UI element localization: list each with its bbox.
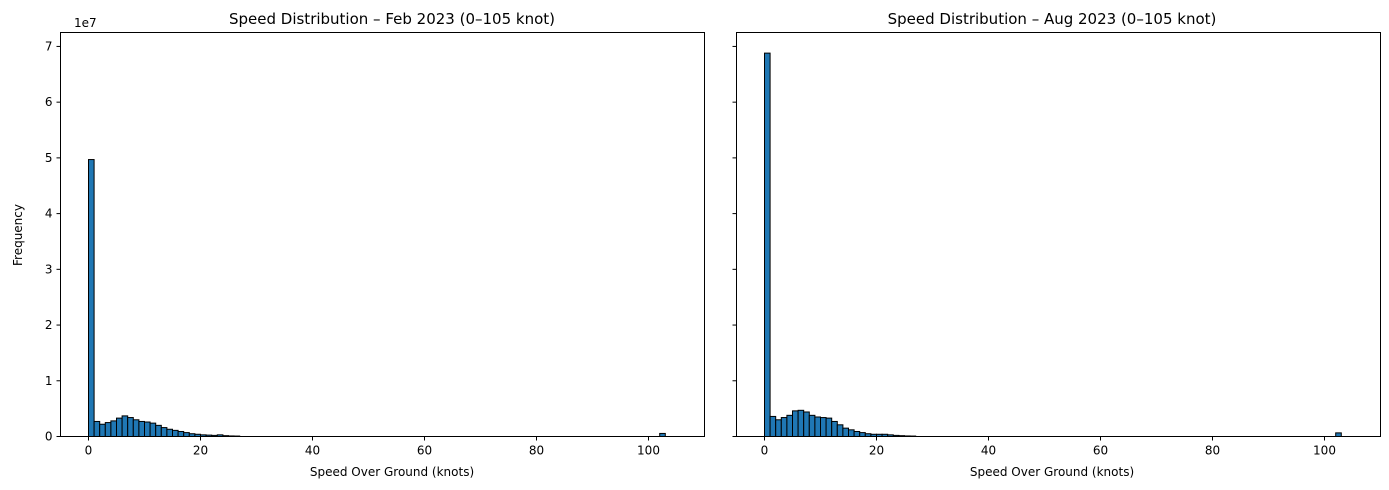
histogram-bar	[831, 420, 838, 437]
x-tick-label: 20	[869, 444, 884, 458]
y-tick-label: 7	[45, 39, 53, 53]
histogram-bar	[110, 420, 118, 438]
y-tick-label: 3	[45, 262, 53, 276]
histogram-bar	[764, 52, 771, 438]
histogram-bar	[166, 428, 173, 437]
histogram-bar	[127, 417, 134, 438]
y-tick-label: 1	[45, 374, 53, 388]
histogram-bar	[814, 416, 822, 437]
plot-frame	[736, 32, 1381, 437]
plot-frame	[60, 32, 705, 437]
histogram-bar	[104, 422, 112, 438]
histogram-bar	[138, 420, 145, 437]
x-axis-label: Speed Over Ground (knots)	[970, 465, 1134, 479]
histogram-bar	[803, 411, 810, 438]
histogram-bar	[155, 424, 162, 437]
histogram-bar	[780, 417, 788, 438]
y-tick-label: 4	[45, 207, 53, 221]
histogram-bar	[848, 429, 855, 438]
bar-series	[88, 159, 666, 438]
histogram-bar	[786, 414, 794, 438]
histogram-bar	[121, 415, 129, 438]
histogram-bar	[769, 415, 777, 437]
chart-title: Speed Distribution – Feb 2023 (0–105 kno…	[229, 10, 555, 28]
histogram-bar	[820, 417, 827, 438]
x-tick-label: 40	[305, 444, 320, 458]
histogram-bar	[132, 419, 140, 437]
histogram-bar	[149, 422, 157, 438]
histogram-bar	[792, 410, 799, 437]
x-tick-label: 0	[85, 444, 93, 458]
histogram-bar	[183, 432, 190, 437]
x-tick-label: 80	[1205, 444, 1220, 458]
histogram-bar	[797, 409, 805, 438]
bar-series	[764, 52, 1342, 438]
chart-title: Speed Distribution – Aug 2023 (0–105 kno…	[888, 10, 1217, 28]
y-tick-label: 0	[45, 430, 53, 444]
x-ticks: 0 20 40 60 80 100	[85, 436, 660, 458]
y-ticks: 0 1 2 3 4 5 6 7	[45, 39, 61, 444]
histogram-bar	[836, 424, 844, 438]
histogram-bar	[88, 159, 95, 438]
y-tick-label: 5	[45, 151, 53, 165]
histogram-bar	[160, 427, 168, 437]
y-tick-label: 2	[45, 318, 53, 332]
y-offset-label: 1e7	[74, 16, 97, 30]
histogram-bar	[177, 430, 185, 438]
y-tick-label: 6	[45, 95, 53, 109]
histogram-bar	[116, 417, 123, 437]
y-axis-label: Frequency	[11, 204, 25, 266]
histogram-bar	[808, 414, 816, 438]
histogram-bar	[859, 432, 866, 437]
histogram-bar	[144, 421, 151, 437]
x-tick-label: 80	[529, 444, 544, 458]
histogram-bar	[93, 420, 101, 437]
histogram-bar	[99, 423, 106, 438]
x-tick-label: 100	[1313, 444, 1336, 458]
histogram-bar	[825, 417, 833, 437]
x-tick-label: 20	[193, 444, 208, 458]
histogram-bar	[853, 430, 861, 438]
histogram-bar	[1335, 432, 1342, 437]
x-tick-label: 100	[637, 444, 660, 458]
x-tick-label: 40	[981, 444, 996, 458]
x-tick-label: 60	[1093, 444, 1108, 458]
x-tick-label: 60	[417, 444, 432, 458]
histogram-bar	[172, 429, 179, 437]
x-tick-label: 0	[761, 444, 769, 458]
x-axis-label: Speed Over Ground (knots)	[310, 465, 474, 479]
feb-2023-panel: Speed Distribution – Feb 2023 (0–105 kno…	[11, 10, 705, 479]
histogram-bar	[842, 427, 850, 438]
x-ticks: 0 20 40 60 80 100	[761, 436, 1336, 458]
histogram-bar	[775, 419, 782, 437]
aug-2023-panel: Speed Distribution – Aug 2023 (0–105 kno…	[732, 10, 1381, 479]
y-ticks	[732, 45, 737, 437]
